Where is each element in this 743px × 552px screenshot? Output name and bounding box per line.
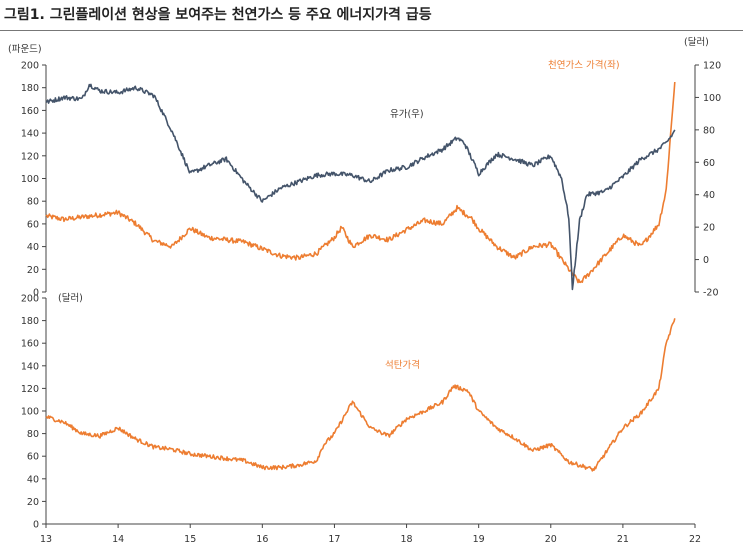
coal-label: 석탄가격 — [385, 359, 420, 371]
coal-price-line — [45, 318, 676, 472]
figure-title: 그림1. 그린플레이션 현상을 보여주는 천연가스 등 주요 에너지가격 급등 — [4, 7, 432, 23]
top-right-tick-label: -20 — [703, 288, 719, 299]
bottom-y-tick-label: 180 — [21, 316, 39, 327]
top-left-tick-label: 180 — [21, 83, 39, 94]
bottom-y-tick-label: 140 — [21, 361, 39, 372]
top-left-tick-label: 80 — [27, 197, 39, 208]
bottom-y-tick-label: 60 — [27, 452, 39, 463]
bottom-y-tick-label: 160 — [21, 339, 39, 350]
bottom-x-tick-label: 22 — [689, 534, 701, 545]
top-left-tick-label: 100 — [21, 174, 39, 185]
top-left-unit: (파운드) — [8, 44, 42, 55]
top-left-tick-label: 200 — [21, 61, 39, 72]
top-left-tick-label: 40 — [27, 242, 39, 253]
top-left-tick-label: 120 — [21, 151, 39, 162]
top-left-tick-label: 60 — [27, 219, 39, 230]
top-right-tick-label: 20 — [703, 223, 715, 234]
natural-gas-price-line — [45, 81, 676, 284]
oil-price-line — [45, 83, 676, 291]
bottom-x-tick-label: 13 — [40, 534, 52, 545]
bottom-x-tick-label: 14 — [112, 534, 124, 545]
bottom-x-tick-label: 21 — [617, 534, 629, 545]
bottom-y-tick-label: 200 — [21, 294, 39, 305]
bottom-x-tick-label: 19 — [473, 534, 485, 545]
bottom-y-tick-label: 0 — [33, 520, 39, 531]
top-left-tick-label: 20 — [27, 265, 39, 276]
bottom-y-tick-label: 120 — [21, 384, 39, 395]
bottom-y-tick-label: 80 — [27, 429, 39, 440]
oil-label: 유가(우) — [390, 109, 424, 120]
bottom-x-tick-label: 17 — [328, 534, 340, 545]
bottom-x-tick-label: 15 — [184, 534, 196, 545]
top-right-tick-label: 40 — [703, 190, 715, 201]
top-left-tick-label: 140 — [21, 129, 39, 140]
top-right-tick-label: 0 — [703, 255, 709, 266]
top-left-tick-label: 0 — [33, 288, 39, 299]
bottom-x-tick-label: 18 — [401, 534, 413, 545]
top-right-tick-label: 80 — [703, 125, 715, 136]
bottom-y-tick-label: 40 — [27, 474, 39, 485]
top-right-tick-label: 100 — [703, 93, 721, 104]
top-left-tick-label: 160 — [21, 106, 39, 117]
top-right-tick-label: 120 — [703, 61, 721, 72]
bottom-y-unit: (달러) — [58, 292, 83, 304]
bottom-x-tick-label: 16 — [256, 534, 268, 545]
top-right-unit: (달러) — [684, 36, 709, 48]
top-right-tick-label: 60 — [703, 158, 715, 169]
bottom-y-tick-label: 20 — [27, 497, 39, 508]
bottom-y-tick-label: 100 — [21, 407, 39, 418]
natural-gas-label: 천연가스 가격(좌) — [548, 59, 620, 71]
bottom-x-tick-label: 20 — [545, 534, 557, 545]
title-divider — [0, 30, 743, 31]
